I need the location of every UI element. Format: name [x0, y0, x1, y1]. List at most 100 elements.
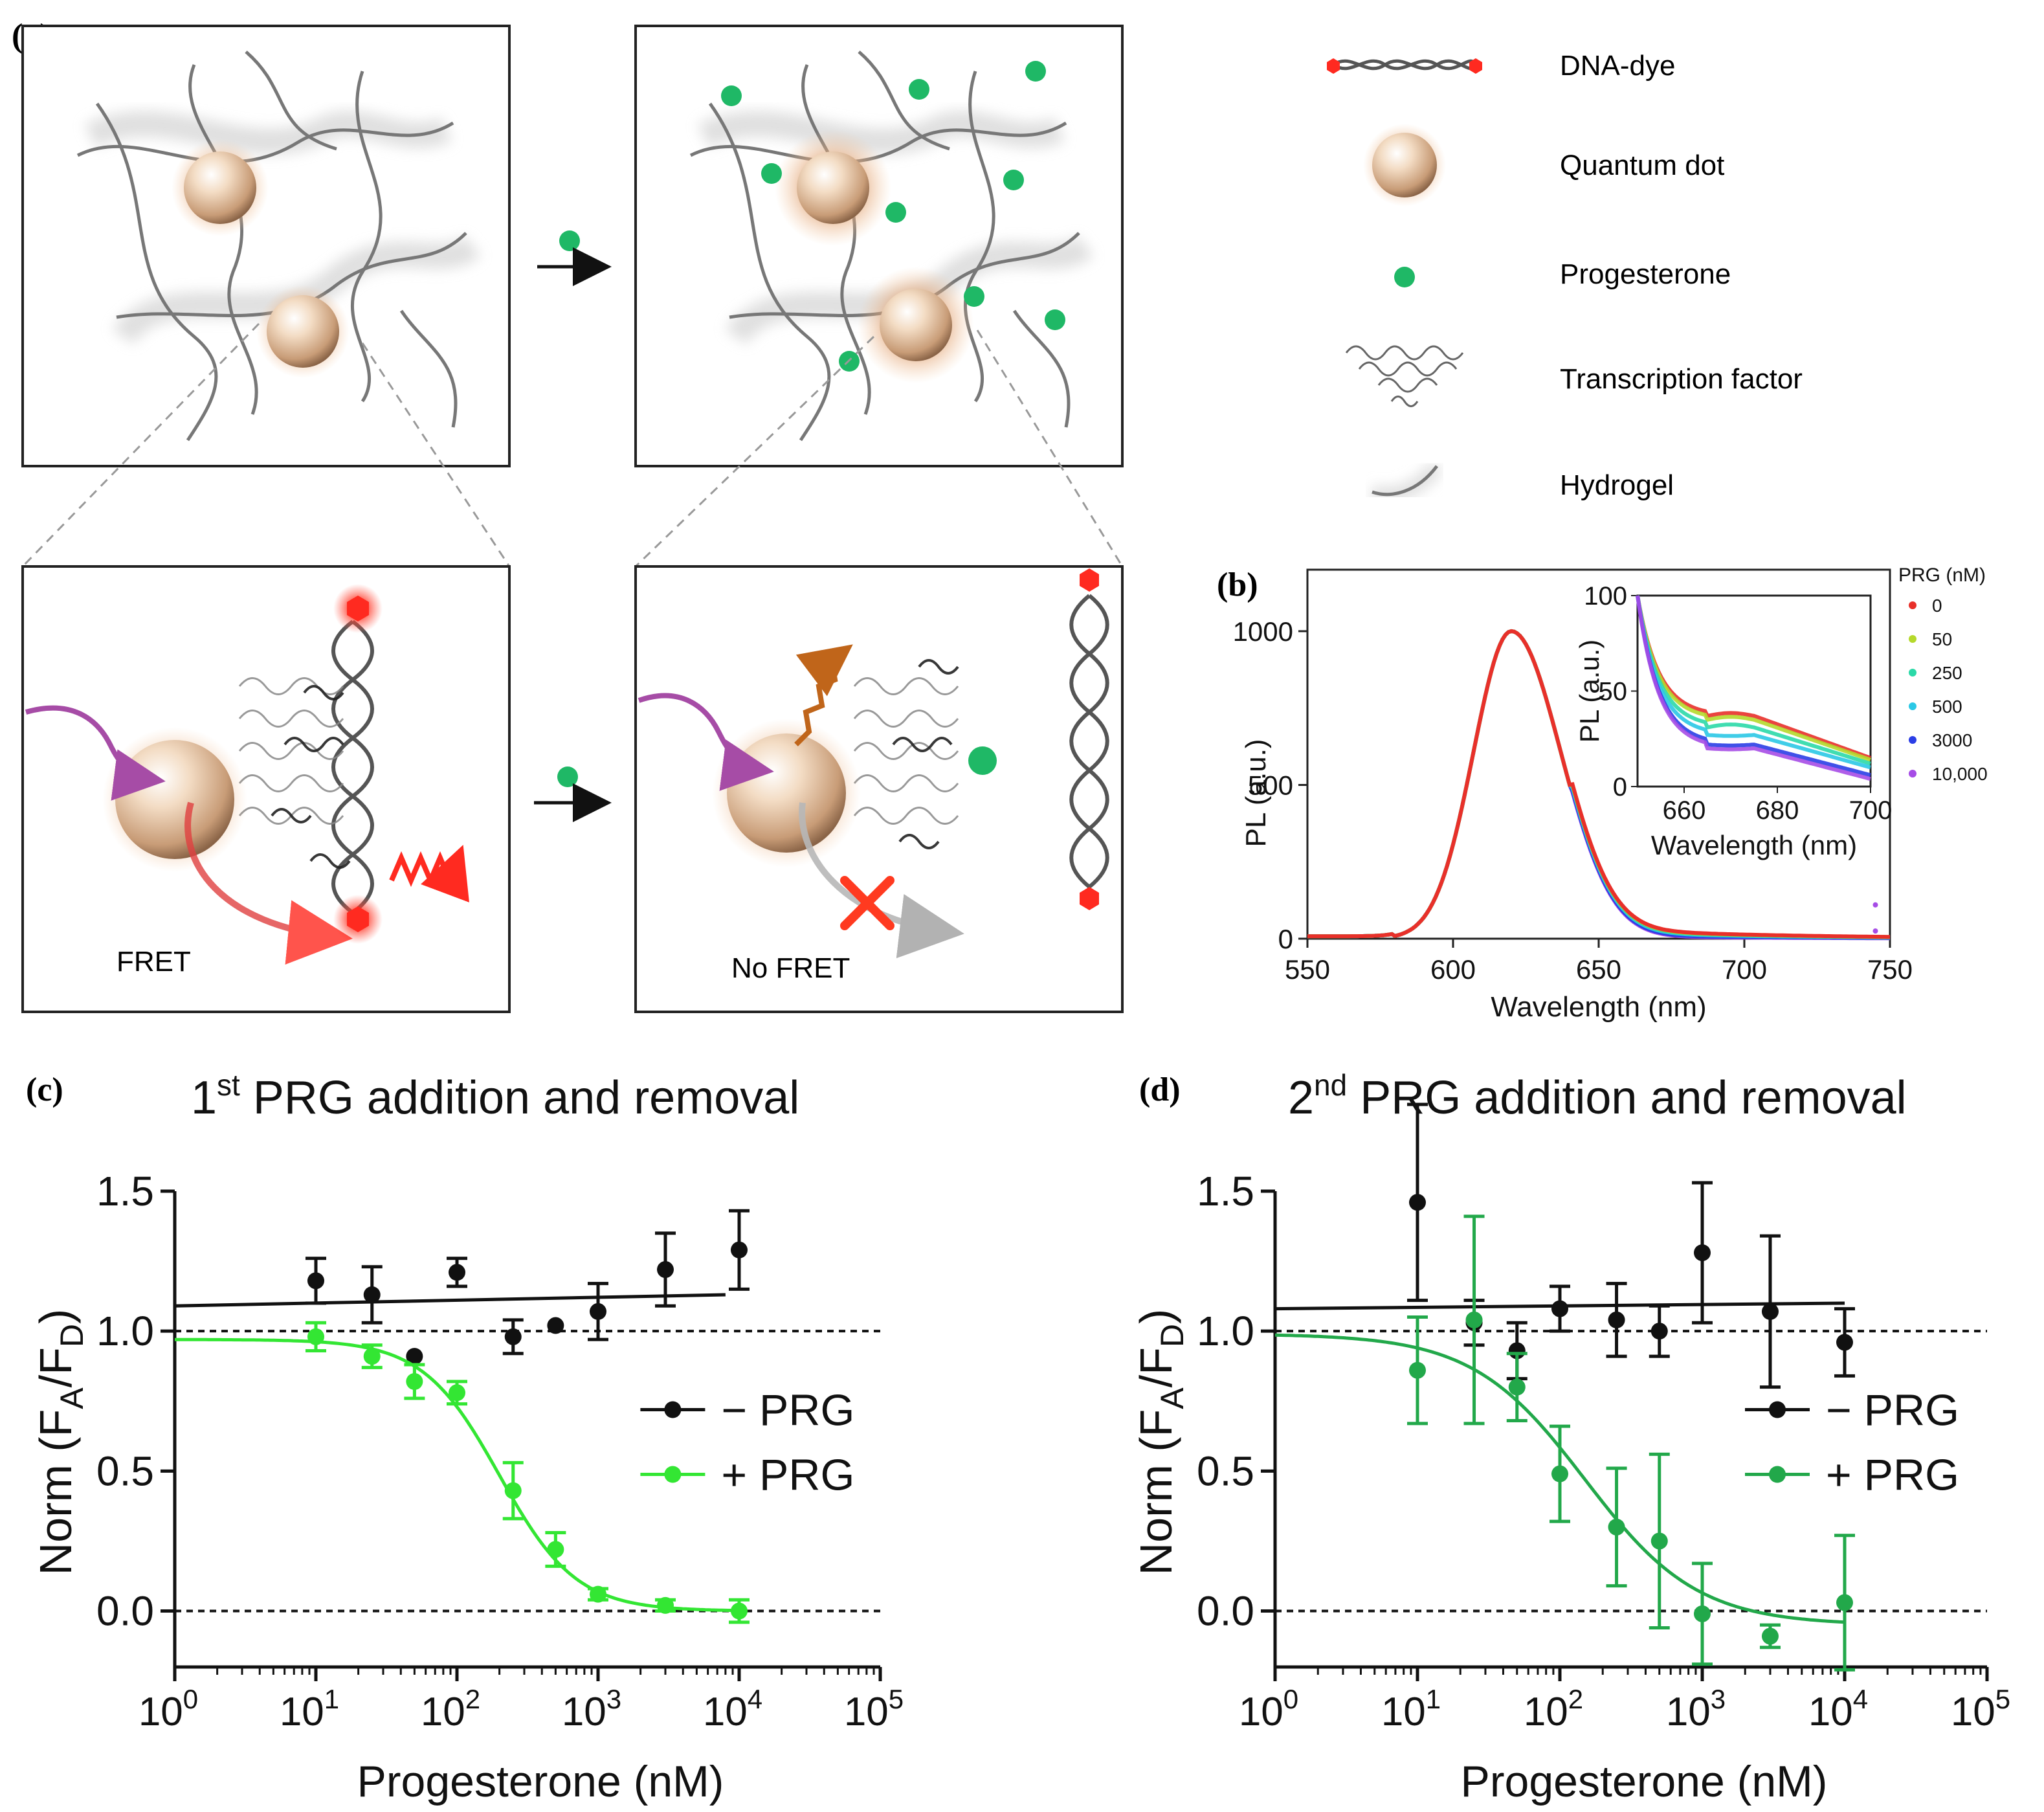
legend-quantum-dot: Quantum dot [1560, 150, 1724, 181]
inset-line-250 [1636, 595, 1871, 766]
inset-y-tick-label: 100 [1584, 582, 1627, 610]
legend-progesterone: Progesterone [1560, 258, 1731, 290]
data-point [406, 1373, 423, 1390]
panel-b-label: (b) [1217, 566, 1258, 603]
x-tick-label: 650 [1576, 954, 1621, 985]
legend-hydrogel: Hydrogel [1560, 469, 1674, 501]
x-tick-label: 550 [1285, 954, 1330, 985]
inset-x-tick-label: 680 [1756, 796, 1799, 825]
x-tick-label: 600 [1430, 954, 1476, 985]
y-tick-label: 0.5 [1197, 1448, 1254, 1494]
legend-marker [664, 1466, 682, 1483]
panel-a: (a) [12, 17, 1803, 1013]
panel-c-label: (c) [26, 1071, 63, 1108]
chart-title: 1st PRG addition and removal [191, 1068, 799, 1124]
legend-label: 0 [1932, 596, 1942, 616]
legend-marker [1909, 669, 1916, 677]
y-tick-label: 0.0 [96, 1588, 154, 1635]
x-tick-label: 100 [139, 1684, 198, 1734]
data-point [1508, 1378, 1526, 1396]
data-point [307, 1272, 324, 1290]
data-point [449, 1384, 465, 1402]
data-point [1551, 1300, 1568, 1317]
legend-label: 10,000 [1932, 764, 1988, 784]
data-point [406, 1348, 423, 1365]
data-point [1761, 1303, 1779, 1320]
x-axis-label: Wavelength (nm) [1491, 991, 1706, 1023]
legend-marker [1909, 736, 1916, 744]
hydrogel-icon [1370, 462, 1443, 502]
inset-x-tick-label: 660 [1663, 796, 1706, 825]
x-tick-label: 103 [562, 1684, 621, 1734]
spectrum-line-0 [1307, 629, 1890, 939]
data-point [1836, 1334, 1853, 1351]
data-point [1694, 1605, 1711, 1622]
legend-label: + PRG [1826, 1451, 1959, 1500]
x-tick-label: 105 [1951, 1684, 2010, 1734]
y-axis-label: Norm (FA/FD) [1131, 1309, 1190, 1576]
x-tick-label: 101 [280, 1684, 339, 1734]
progesterone-molecules [721, 61, 1065, 372]
x-tick-label: 100 [1239, 1684, 1298, 1734]
data-point [1650, 1323, 1668, 1340]
legend-label: 500 [1932, 697, 1962, 717]
legend-marker [1909, 635, 1916, 643]
data-point [1761, 1627, 1779, 1645]
dna-dye-icon [1327, 58, 1482, 74]
legend-label: 250 [1932, 663, 1962, 683]
legend-label: − PRG [1826, 1386, 1959, 1435]
y-tick-label: 1.0 [96, 1308, 154, 1354]
inset-y-axis-label: PL (a.u.) [1574, 640, 1605, 743]
addition-arrow-top [537, 230, 612, 286]
y-tick-label: 1.5 [1197, 1168, 1254, 1214]
y-axis-label: PL (a.u.) [1240, 739, 1272, 847]
x-tick-label: 102 [421, 1684, 480, 1734]
legend-marker [1769, 1401, 1786, 1418]
legend-label: − PRG [721, 1386, 854, 1435]
inset-x-axis-label: Wavelength (nm) [1651, 830, 1857, 860]
legend-transcription-factor: Transcription factor [1560, 363, 1803, 395]
dna-helix-nofret [1069, 594, 1109, 889]
addition-arrow-bottom [534, 766, 612, 822]
y-tick-label: 0.5 [96, 1448, 154, 1494]
legend-marker [1909, 770, 1916, 777]
chart-title: 2nd PRG addition and removal [1288, 1068, 1907, 1124]
hydrogel-box-after [634, 25, 1124, 467]
inset-line-500 [1636, 595, 1871, 770]
legend-a: DNA-dye Quantum dot Progesterone Transcr… [1327, 50, 1803, 502]
fit-curve [175, 1337, 739, 1613]
data-point [547, 1541, 564, 1558]
inset-line-50 [1636, 595, 1871, 762]
x-tick-label: 103 [1666, 1684, 1726, 1734]
data-point [363, 1286, 381, 1303]
fit-curve [174, 1293, 726, 1308]
x-tick-label: 102 [1524, 1684, 1583, 1734]
progesterone-icon [559, 230, 580, 251]
chart-d: 2nd PRG addition and removal 0.0 0.5 1.0 1.5… [1131, 1068, 2010, 1806]
panel-d-label: (d) [1139, 1071, 1181, 1108]
legend-label: + PRG [721, 1451, 854, 1500]
data-point [1551, 1465, 1568, 1482]
data-point [1650, 1532, 1668, 1550]
inset-line-0 [1636, 595, 1872, 760]
quantum-dot-1 [184, 151, 256, 224]
y-tick-label: 1000 [1233, 616, 1293, 647]
data-point [547, 1317, 564, 1334]
y-tick-label: 0.0 [1197, 1588, 1254, 1635]
x-axis-label: Progesterone (nM) [1461, 1757, 1828, 1806]
panel-d: (d) 2nd PRG addition and removal 0.0 0.5 1.… [1131, 1068, 2010, 1806]
hydrogel-box-before [21, 25, 511, 467]
data-point [363, 1348, 381, 1365]
data-point [590, 1585, 606, 1603]
quantum-dot-2 [267, 295, 339, 368]
data-point [307, 1328, 324, 1345]
legend-title: PRG (nM) [1898, 565, 1986, 586]
outlier-point [1872, 902, 1878, 908]
x-tick-label: 105 [844, 1684, 904, 1734]
data-point [1409, 1194, 1426, 1211]
blocked-x-icon [840, 876, 894, 930]
y-tick-label: 1.0 [1197, 1308, 1254, 1354]
